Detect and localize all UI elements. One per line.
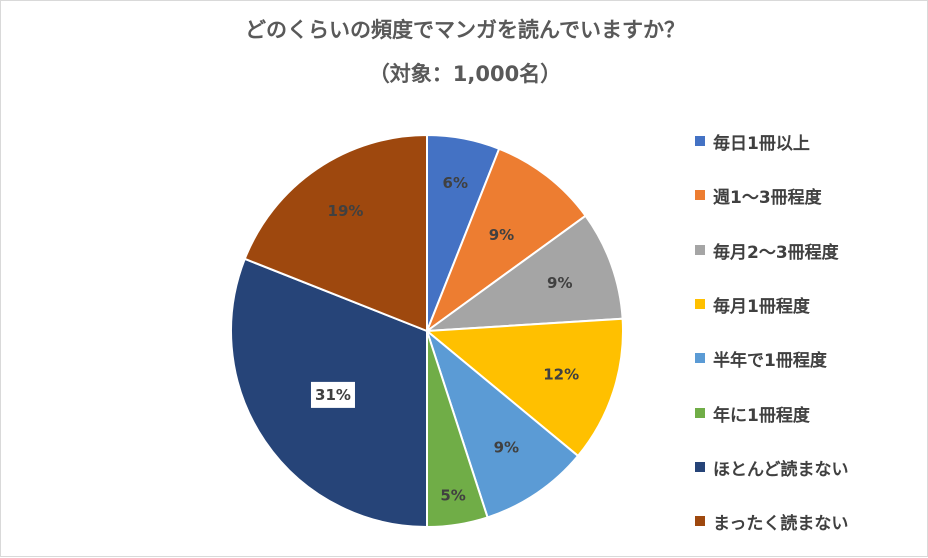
data-label-box-rarely — [310, 381, 355, 408]
data-label-monthly-1: 12% — [543, 366, 579, 384]
legend-label-rarely: ほとんど読まない — [713, 459, 849, 480]
legend-swatch-never — [695, 516, 705, 526]
legend-label-weekly: 週1～3冊程度 — [713, 187, 822, 208]
legend-swatch-half-year — [695, 353, 705, 363]
data-label-rarely: 31% — [315, 386, 351, 404]
legend-swatch-daily — [695, 136, 705, 146]
chart-title: どのくらいの頻度でマンガを読んでいますか？ — [245, 18, 685, 42]
data-label-weekly: 9% — [489, 226, 514, 244]
data-label-daily: 6% — [443, 174, 468, 192]
legend-label-monthly-2-3: 毎月2～3冊程度 — [713, 242, 839, 263]
legend-item-daily: 毎日1冊以上 — [695, 129, 810, 154]
data-label-yearly: 5% — [440, 487, 465, 505]
data-label-never: 19% — [328, 202, 364, 220]
legend-label-never: まったく読まない — [713, 513, 849, 534]
legend-item-weekly: 週1～3冊程度 — [695, 183, 822, 208]
pie-slice-never — [243, 133, 428, 333]
pie-slice-weekly — [424, 147, 587, 334]
legend-label-yearly: 年に1冊程度 — [713, 405, 810, 426]
legend-item-yearly: 年に1冊程度 — [695, 401, 810, 426]
pie-slice-monthly-2-3 — [423, 214, 624, 333]
data-label-monthly-2-3: 9% — [547, 274, 572, 292]
legend-label-monthly-1: 毎月1冊程度 — [713, 296, 810, 317]
legend-item-half-year: 半年で1冊程度 — [695, 346, 827, 371]
legend-item-monthly-2-3: 毎月2～3冊程度 — [695, 238, 839, 263]
legend-swatch-yearly — [695, 408, 705, 418]
legend-swatch-monthly-2-3 — [695, 245, 705, 255]
pie-slice-monthly-1 — [424, 317, 624, 458]
data-label-half-year: 9% — [494, 439, 519, 457]
legend-item-rarely: ほとんど読まない — [695, 455, 849, 480]
legend-swatch-monthly-1 — [695, 299, 705, 309]
legend-item-monthly-1: 毎月1冊程度 — [695, 292, 810, 317]
legend-item-never: まったく読まない — [695, 509, 849, 534]
legend-swatch-rarely — [695, 462, 705, 472]
legend-swatch-weekly — [695, 190, 705, 200]
legend-label-half-year: 半年で1冊程度 — [713, 350, 827, 371]
pie-slice-half-year — [424, 328, 580, 519]
chart-subtitle: （対象：1,000名） — [368, 62, 562, 86]
legend-label-daily: 毎日1冊以上 — [713, 133, 810, 154]
